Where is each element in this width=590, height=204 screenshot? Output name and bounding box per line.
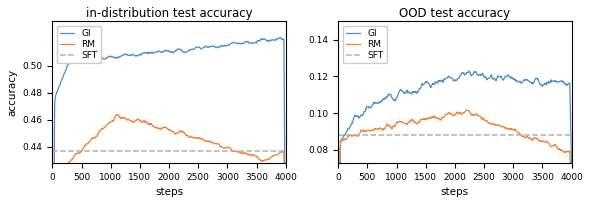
Line: RM: RM xyxy=(338,110,572,204)
RM xyxy=(162,126,169,129)
RM xyxy=(114,113,122,116)
RM xyxy=(176,131,183,134)
RM xyxy=(445,111,453,114)
RM xyxy=(463,109,470,111)
Legend: GI, RM, SFT: GI, RM, SFT xyxy=(343,26,387,63)
GI xyxy=(188,48,195,51)
GI xyxy=(277,36,284,39)
GI xyxy=(466,70,473,72)
RM xyxy=(160,126,167,129)
GI xyxy=(277,37,284,39)
GI xyxy=(461,74,468,76)
RM xyxy=(241,152,248,155)
RM xyxy=(563,151,570,153)
GI xyxy=(526,81,533,84)
GI xyxy=(447,76,454,79)
X-axis label: steps: steps xyxy=(441,187,469,197)
RM xyxy=(474,114,481,117)
GI xyxy=(445,75,453,78)
Title: in-distribution test accuracy: in-distribution test accuracy xyxy=(86,7,253,20)
SFT xyxy=(335,134,342,136)
Line: RM: RM xyxy=(53,115,286,204)
Title: OOD test accuracy: OOD test accuracy xyxy=(399,7,510,20)
RM xyxy=(447,112,454,115)
GI xyxy=(474,73,481,76)
Line: GI: GI xyxy=(338,71,572,204)
RM xyxy=(461,111,468,114)
X-axis label: steps: steps xyxy=(155,187,183,197)
SFT xyxy=(49,149,56,152)
GI xyxy=(160,51,167,53)
SFT xyxy=(335,134,342,136)
SFT xyxy=(49,149,56,152)
GI xyxy=(161,49,168,52)
GI xyxy=(175,48,182,50)
Line: GI: GI xyxy=(53,38,286,204)
RM xyxy=(277,151,284,153)
Legend: GI, RM, SFT: GI, RM, SFT xyxy=(57,26,101,63)
Y-axis label: accuracy: accuracy xyxy=(7,68,17,115)
GI xyxy=(568,168,575,170)
GI xyxy=(240,42,247,44)
RM xyxy=(526,137,533,140)
GI xyxy=(563,84,570,87)
RM xyxy=(188,136,195,139)
